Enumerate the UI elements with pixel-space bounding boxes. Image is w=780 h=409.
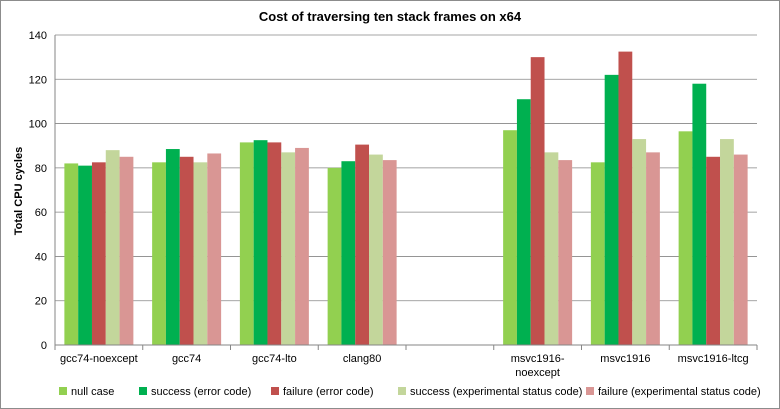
bar <box>733 154 748 345</box>
bar <box>281 152 296 345</box>
bar <box>327 167 342 345</box>
bar <box>207 153 222 345</box>
bar <box>646 152 660 345</box>
bar <box>382 160 397 345</box>
bar <box>678 131 693 345</box>
x-category-label: msvc1916-ltcg <box>678 353 749 365</box>
bar <box>530 57 545 346</box>
y-tick-label: 80 <box>35 163 47 175</box>
y-tick-label: 100 <box>29 119 47 131</box>
y-tick-label: 140 <box>29 30 47 42</box>
bar <box>119 156 134 345</box>
x-category-label: gcc74-lto <box>252 353 297 365</box>
bar <box>341 161 356 345</box>
bar <box>590 162 605 345</box>
y-tick-label: 60 <box>35 207 47 219</box>
y-tick-label: 0 <box>41 340 47 352</box>
bar <box>516 99 531 345</box>
x-category-label: gcc74 <box>172 353 201 365</box>
bar <box>369 154 383 345</box>
bar <box>267 142 282 345</box>
bar <box>78 165 92 345</box>
legend-label: failure (experimental status code) <box>598 386 761 398</box>
legend-swatch <box>271 387 279 395</box>
legend-swatch <box>59 387 67 395</box>
bar <box>193 162 208 345</box>
x-category-label: gcc74-noexcept <box>60 353 138 365</box>
y-tick-label: 40 <box>35 251 47 263</box>
legend-label: success (experimental status code) <box>410 386 582 398</box>
y-tick-label: 20 <box>35 296 47 308</box>
category-labels: gcc74-noexcept gcc74 gcc74-lto clang80 msvc1… <box>60 353 749 379</box>
legend-swatch <box>139 387 147 395</box>
legend: null case success (error code) failure (er… <box>59 386 761 398</box>
bars <box>64 51 748 346</box>
bar <box>503 130 517 345</box>
bar <box>253 140 268 345</box>
y-axis-label: Total CPU cycles <box>13 147 25 235</box>
bar <box>179 156 194 345</box>
bar <box>618 51 633 345</box>
bar <box>91 162 106 345</box>
bar <box>295 147 309 345</box>
axes <box>54 35 758 350</box>
bar <box>706 156 721 345</box>
bar <box>632 139 647 345</box>
bar <box>64 163 79 345</box>
legend-label: success (error code) <box>151 386 251 398</box>
bar <box>165 149 180 345</box>
bar <box>239 142 254 345</box>
x-category-label: msvc1916- <box>511 353 565 365</box>
bar <box>558 160 573 345</box>
chart-title: Cost of traversing ten stack frames on x… <box>259 9 522 24</box>
x-category-label: clang80 <box>343 353 382 365</box>
bar <box>152 162 166 345</box>
legend-label: null case <box>71 386 114 398</box>
legend-label: failure (error code) <box>283 386 373 398</box>
y-axis-ticks: 0 20 40 60 80 100 120 140 <box>29 30 47 352</box>
bar <box>604 74 619 345</box>
x-category-label: msvc1916 <box>600 353 650 365</box>
y-tick-label: 120 <box>29 74 47 86</box>
bar <box>544 152 559 345</box>
bar <box>692 83 707 345</box>
bar <box>105 150 120 345</box>
bar <box>355 144 370 345</box>
bar <box>720 139 734 345</box>
legend-swatch <box>398 387 406 395</box>
x-category-label: noexcept <box>515 367 560 379</box>
legend-swatch <box>586 387 594 395</box>
